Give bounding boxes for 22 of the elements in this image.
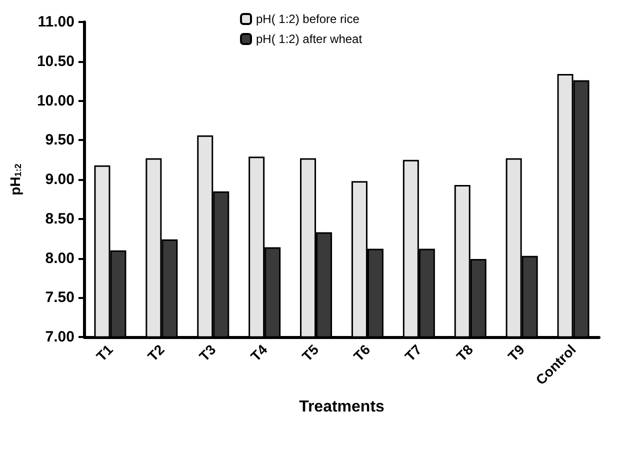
y-tick-label: 9.00 <box>45 171 74 188</box>
x-tick-label: T6 <box>350 341 374 364</box>
x-tick-label: T1 <box>93 341 116 364</box>
x-tick-label: T3 <box>196 341 219 364</box>
y-tick-label: 11.00 <box>38 14 74 30</box>
y-axis-title: pH1:2 <box>7 164 23 196</box>
x-tick-label: T5 <box>298 341 322 364</box>
y-tick-label: 10.00 <box>36 92 74 110</box>
legend-label: pH( 1:2) after wheat <box>256 32 363 46</box>
y-tick-label: 7.00 <box>45 328 74 346</box>
x-tick-label: T7 <box>402 341 425 364</box>
x-tick-label: T2 <box>144 341 168 364</box>
x-tick-label: T9 <box>504 341 528 364</box>
y-tick-label: 7.50 <box>45 289 74 306</box>
x-axis-title: Treatments <box>299 398 385 416</box>
y-tick-label: 10.50 <box>36 52 74 70</box>
x-tick-label: T4 <box>247 341 270 364</box>
legend-label: pH( 1:2) before rice <box>256 12 360 26</box>
y-tick-label: 8.50 <box>45 210 74 228</box>
y-tick-label: 8.00 <box>45 250 74 267</box>
x-tick-label: T8 <box>453 341 476 364</box>
y-tick-label: 9.50 <box>45 132 74 149</box>
